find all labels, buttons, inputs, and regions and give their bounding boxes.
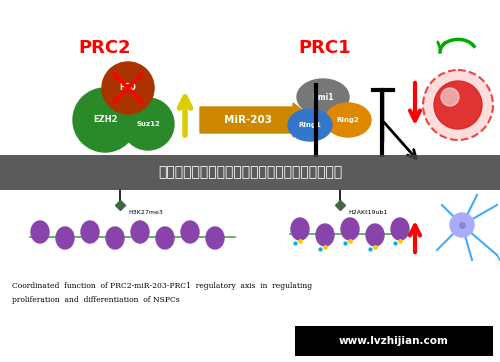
Circle shape [73,88,137,152]
Ellipse shape [291,218,309,240]
Text: www.lvzhijian.com: www.lvzhijian.com [339,336,449,346]
Text: H3K27me3: H3K27me3 [128,210,163,215]
Text: PRC2: PRC2 [78,39,132,57]
Ellipse shape [391,218,409,240]
Circle shape [434,81,482,129]
Text: proliferation  and  differentiation  of NSPCs: proliferation and differentiation of NSP… [12,296,179,304]
Text: Ring1: Ring1 [298,122,322,128]
Ellipse shape [341,218,359,240]
FancyBboxPatch shape [0,155,500,190]
Text: 高血糖调节的关键机制与有效干预策略探索与应用: 高血糖调节的关键机制与有效干预策略探索与应用 [158,165,342,180]
Text: FED: FED [120,84,136,93]
Text: Suz12: Suz12 [136,121,160,127]
Ellipse shape [288,109,332,141]
Circle shape [441,88,459,106]
Ellipse shape [325,103,371,137]
Ellipse shape [366,224,384,246]
Text: MiR-203: MiR-203 [224,115,272,125]
FancyBboxPatch shape [295,326,493,356]
Circle shape [122,98,174,150]
Ellipse shape [56,227,74,249]
Ellipse shape [156,227,174,249]
Ellipse shape [106,227,124,249]
Text: Ring2: Ring2 [336,117,359,123]
Ellipse shape [181,221,199,243]
Ellipse shape [316,224,334,246]
FancyArrow shape [200,103,315,137]
Circle shape [423,70,493,140]
Ellipse shape [206,227,224,249]
Text: EZH2: EZH2 [93,115,117,125]
Ellipse shape [297,79,349,115]
Text: PRC1: PRC1 [298,39,352,57]
Text: H2AKt19ub1: H2AKt19ub1 [348,210,388,215]
Ellipse shape [81,221,99,243]
Circle shape [450,213,474,237]
Ellipse shape [31,221,49,243]
Circle shape [102,62,154,114]
Text: Bmi1: Bmi1 [312,93,334,101]
Ellipse shape [131,221,149,243]
Text: Coordinated  function  of PRC2-miR-203-PRC1  regulatory  axis  in  regulating: Coordinated function of PRC2-miR-203-PRC… [12,282,312,290]
